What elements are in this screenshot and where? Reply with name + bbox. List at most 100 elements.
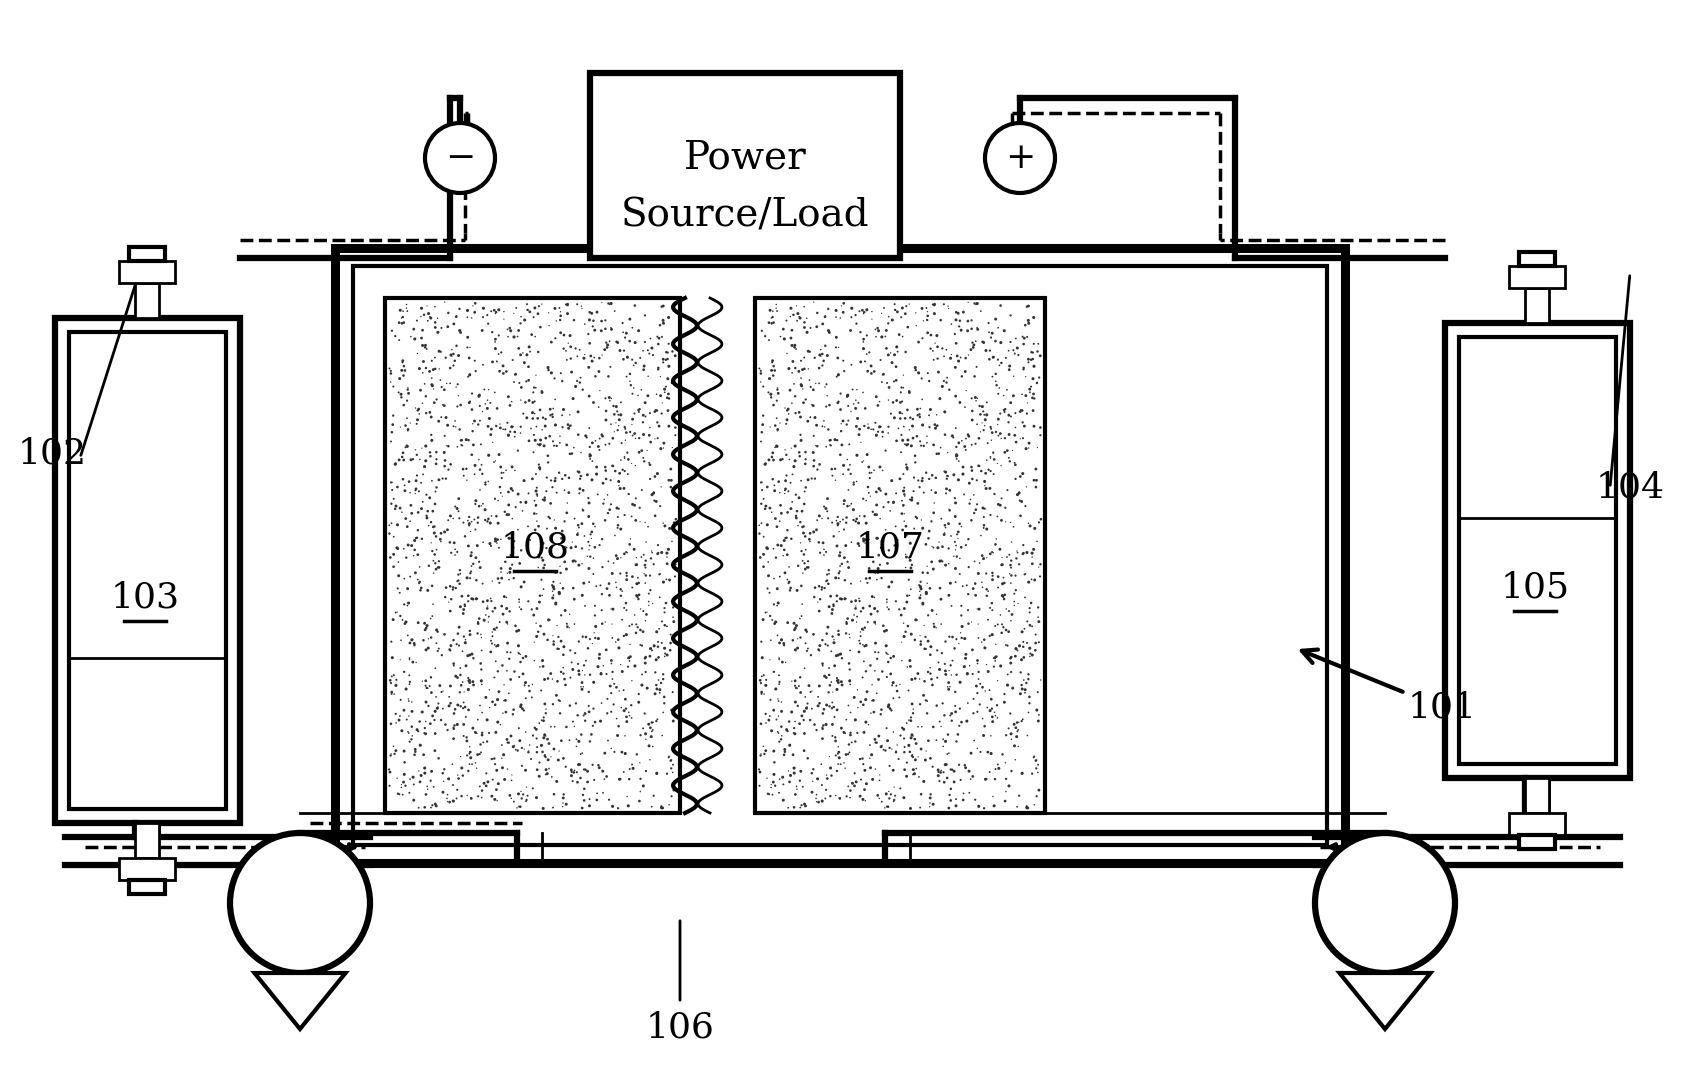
Point <box>379 424 406 441</box>
Bar <box>130 880 165 894</box>
Point <box>837 641 864 659</box>
Point <box>1022 472 1049 489</box>
Point <box>616 365 643 383</box>
Point <box>775 575 802 592</box>
Point <box>962 295 989 313</box>
Point <box>847 693 874 710</box>
Point <box>754 567 781 584</box>
Point <box>869 663 896 680</box>
Point <box>576 733 603 750</box>
Point <box>556 469 583 486</box>
Point <box>448 432 475 450</box>
Point <box>578 530 605 548</box>
Point <box>530 438 557 455</box>
Point <box>568 770 594 787</box>
Point <box>637 751 663 769</box>
Point <box>537 472 564 489</box>
Point <box>529 535 556 552</box>
Point <box>509 790 536 807</box>
Point <box>891 614 918 632</box>
Point <box>564 462 591 480</box>
Point <box>446 322 473 340</box>
Point <box>497 397 524 414</box>
Point <box>482 756 509 773</box>
Point <box>776 773 803 790</box>
Point <box>423 479 450 496</box>
Point <box>1002 345 1029 362</box>
Point <box>642 468 669 485</box>
Point <box>389 786 416 803</box>
Point <box>473 764 500 782</box>
Point <box>882 358 909 375</box>
Point <box>465 746 492 763</box>
Point <box>938 780 965 798</box>
Point <box>850 340 877 357</box>
Point <box>406 773 433 790</box>
Point <box>556 732 583 749</box>
Point <box>493 565 520 582</box>
Point <box>803 318 830 335</box>
Point <box>488 487 515 505</box>
Point <box>502 663 529 680</box>
Point <box>933 485 960 502</box>
Point <box>884 338 911 356</box>
Point <box>962 436 989 453</box>
Point <box>928 591 955 608</box>
Point <box>539 695 566 713</box>
Point <box>781 719 808 736</box>
Point <box>960 732 987 749</box>
Point <box>759 358 786 375</box>
Point <box>468 661 495 678</box>
Point <box>537 611 564 628</box>
Point <box>896 490 923 508</box>
Point <box>633 606 660 623</box>
Point <box>408 766 434 784</box>
Point <box>995 603 1022 620</box>
Point <box>1009 676 1036 693</box>
Point <box>608 406 635 424</box>
Point <box>834 553 861 570</box>
Point <box>1022 760 1049 777</box>
Point <box>943 666 970 683</box>
Point <box>946 756 973 773</box>
Point <box>913 536 940 553</box>
Point <box>650 665 677 682</box>
Point <box>396 733 423 750</box>
Point <box>861 589 887 606</box>
Point <box>830 496 857 513</box>
Point <box>413 341 440 358</box>
Point <box>507 732 534 749</box>
Point <box>791 561 818 578</box>
Point <box>786 535 813 552</box>
Point <box>948 368 975 385</box>
Point <box>386 786 413 803</box>
Point <box>921 618 948 635</box>
Point <box>896 571 923 589</box>
Point <box>800 625 827 642</box>
Point <box>507 798 534 815</box>
Point <box>876 783 903 800</box>
Point <box>645 638 672 655</box>
Point <box>899 489 926 507</box>
Point <box>958 745 985 762</box>
Point <box>963 390 990 407</box>
Point <box>990 401 1017 418</box>
Point <box>478 632 505 649</box>
Point <box>788 707 815 724</box>
Point <box>401 746 428 763</box>
Point <box>441 353 468 370</box>
Point <box>440 655 466 673</box>
Point <box>1015 434 1042 452</box>
Point <box>488 657 515 674</box>
Point <box>450 514 477 531</box>
Point <box>1026 514 1052 531</box>
Point <box>404 722 431 740</box>
Point <box>600 663 626 680</box>
Point <box>493 589 520 606</box>
Point <box>980 348 1007 365</box>
Point <box>982 424 1009 441</box>
Point <box>790 711 817 729</box>
Point <box>446 637 473 654</box>
Point <box>625 575 652 592</box>
Point <box>512 792 539 810</box>
